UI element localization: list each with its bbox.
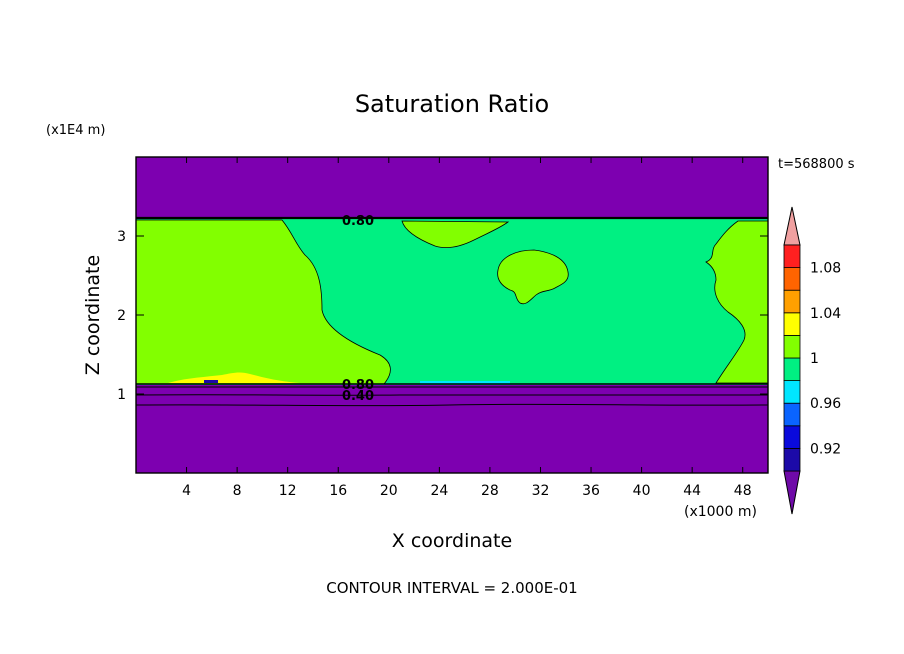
- colorbar-label: 1: [810, 351, 819, 367]
- x-tick-label: 20: [380, 483, 398, 499]
- x-tick-label: 8: [233, 483, 242, 499]
- colorbar-band: [783, 267, 801, 291]
- contour-line-040: [135, 394, 769, 396]
- colorbar-band: [783, 289, 801, 314]
- colorbar-label: 1.04: [810, 306, 841, 322]
- y-tick-label: 1: [117, 387, 126, 403]
- y-unit-label: (x1E4 m): [46, 123, 105, 138]
- cyan-strip: [420, 381, 510, 384]
- x-tick-label: 28: [481, 483, 499, 499]
- colorbar-band: [783, 312, 801, 336]
- y-axis: 1 2 3: [117, 229, 768, 403]
- colorbar-band: [783, 425, 801, 449]
- colorbar-band: [783, 244, 801, 269]
- contour-plot: 0.80 0.80 0.40: [135, 156, 769, 474]
- chart-title: Saturation Ratio: [355, 90, 549, 118]
- colorbar-label: 0.92: [810, 441, 841, 457]
- x-tick-label: 40: [633, 483, 651, 499]
- colorbar-band: [783, 402, 801, 427]
- left-supersat-region: [135, 219, 391, 385]
- x-tick-label: 12: [279, 483, 297, 499]
- y-tick-label: 3: [117, 229, 126, 245]
- contour-label-low: 0.40: [342, 389, 374, 404]
- colorbar-arrow-low: [783, 470, 801, 515]
- x-axis: 4 8 12 16 20 24 28 32 36 40 44 48: [182, 157, 752, 499]
- x-tick-label: 4: [182, 483, 191, 499]
- colorbar-band: [783, 357, 801, 382]
- x-axis-label: X coordinate: [392, 530, 512, 552]
- yellow-patch: [168, 372, 300, 383]
- y-axis-label: Z coordinate: [82, 255, 104, 375]
- contour-interval-footer: CONTOUR INTERVAL = 2.000E-01: [326, 579, 577, 597]
- contour-line-low: [135, 403, 769, 407]
- colorbar-arrow-high: [783, 206, 801, 246]
- time-label: t=568800 s: [778, 157, 855, 172]
- x-tick-label: 36: [582, 483, 600, 499]
- colorbar-label: 0.96: [810, 396, 841, 412]
- x-tick-label: 16: [329, 483, 347, 499]
- colorbar-band: [783, 447, 801, 472]
- colorbar: 1.08 1.04 1 0.96 0.92: [783, 206, 841, 515]
- contour-label-mid: 0.80: [342, 378, 374, 393]
- x-tick-label: 32: [532, 483, 550, 499]
- upper-dry-layer: [136, 157, 768, 219]
- colorbar-label: 1.08: [810, 261, 841, 277]
- x-unit-label: (x1000 m): [684, 504, 757, 520]
- right-supersat-region: [705, 220, 769, 384]
- contour-label-top: 0.80: [342, 214, 374, 229]
- lower-dry-layer: [136, 385, 768, 473]
- x-tick-label: 24: [430, 483, 448, 499]
- top-lobe-region: [401, 220, 510, 248]
- x-tick-label: 44: [683, 483, 701, 499]
- colorbar-band: [783, 380, 801, 404]
- colorbar-band: [783, 334, 801, 359]
- x-tick-label: 48: [734, 483, 752, 499]
- dark-patch: [204, 380, 218, 383]
- y-tick-label: 2: [117, 308, 126, 324]
- central-blob-region: [497, 249, 569, 305]
